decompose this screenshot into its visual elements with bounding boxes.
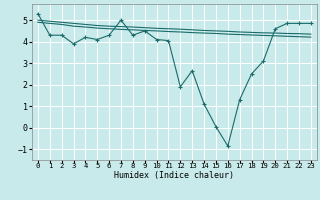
X-axis label: Humidex (Indice chaleur): Humidex (Indice chaleur) [115,171,234,180]
